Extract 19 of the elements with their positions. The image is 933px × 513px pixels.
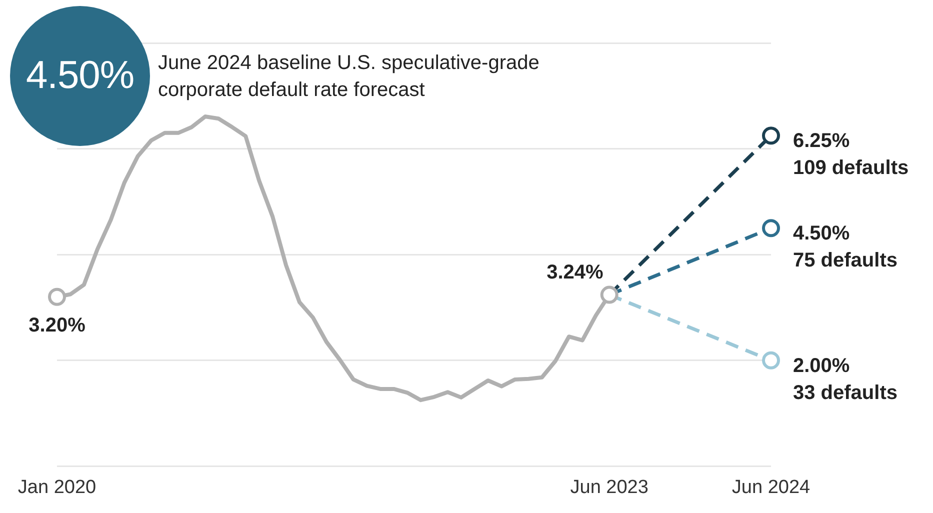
annotation: 75 defaults: [793, 250, 898, 272]
x-tick-label: Jun 2024: [732, 476, 811, 498]
annotation: 109 defaults: [793, 157, 909, 180]
data-label: 2.00%: [793, 354, 850, 377]
text: June 2024 baseline U.S. speculative-grade corporate default rate forecast: [158, 51, 540, 103]
data-label: 4.50%: [793, 222, 850, 245]
point: [762, 219, 780, 238]
chart-title: 4.50%: [26, 54, 134, 98]
point: [762, 351, 780, 370]
point: [48, 288, 66, 306]
x-tick-label: Jan 2020: [18, 476, 96, 498]
data-label: 3.24%: [546, 261, 604, 284]
data-label: 6.25%: [793, 130, 850, 152]
data-label: 3.20%: [28, 314, 86, 336]
point: [762, 126, 780, 145]
x-tick-label: Jun 2023: [570, 476, 648, 498]
point: [600, 286, 618, 304]
circle-badge: 4.50%: [10, 6, 150, 146]
annotation: 33 defaults: [793, 382, 898, 404]
